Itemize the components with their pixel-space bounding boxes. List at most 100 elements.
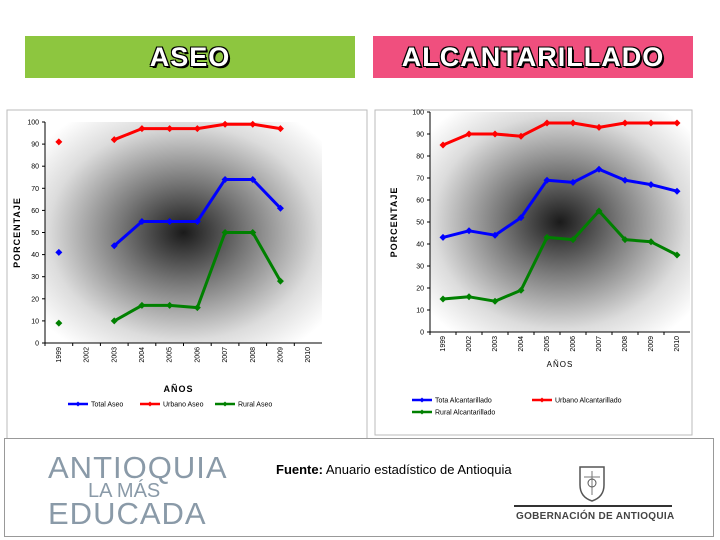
- y-axis-title: PORCENTAJE: [12, 197, 22, 268]
- y-tick-label: 60: [31, 208, 39, 215]
- legend-label: Urbano Alcantarillado: [555, 398, 622, 405]
- y-tick-label: 20: [416, 286, 424, 293]
- data-point: [249, 120, 257, 128]
- x-tick-label: 2007: [596, 336, 603, 352]
- data-point: [465, 130, 473, 138]
- data-point: [55, 248, 63, 256]
- y-tick-label: 10: [31, 318, 39, 325]
- data-point: [166, 217, 174, 225]
- x-axis-title: AÑOS: [547, 360, 574, 369]
- data-point: [465, 227, 473, 235]
- data-point: [110, 242, 118, 250]
- data-point: [647, 119, 655, 127]
- aseo-title-banner: ASEO: [25, 36, 355, 78]
- footer-panel: [4, 438, 714, 537]
- x-tick-label: 2010: [305, 347, 312, 363]
- x-tick-label: 2008: [622, 336, 629, 352]
- data-point: [166, 301, 174, 309]
- data-point: [439, 141, 447, 149]
- y-tick-label: 30: [416, 264, 424, 271]
- y-tick-label: 10: [416, 308, 424, 315]
- data-point: [673, 251, 681, 259]
- y-tick-label: 20: [31, 296, 39, 303]
- data-point: [138, 125, 146, 133]
- legend-label: Rural Alcantarillado: [435, 410, 495, 417]
- data-point: [621, 119, 629, 127]
- data-point: [569, 236, 577, 244]
- legend-label: Total Aseo: [91, 402, 123, 409]
- legend-marker: [222, 401, 228, 407]
- series-line-2: [442, 209, 678, 303]
- x-tick-label: 2010: [674, 336, 681, 352]
- alcantarillado-chart: 0 10 20 30 40 50 60 70 80 90 100 1999 2002 2003 2004 20…: [374, 109, 693, 436]
- data-point: [193, 125, 201, 133]
- coat-of-arms-icon: [579, 466, 605, 502]
- y-axis-title: PORCENTAJE: [389, 187, 399, 258]
- y-tick-label: 0: [35, 341, 39, 348]
- x-tick-label: 2007: [222, 347, 229, 363]
- series-line-1: [442, 121, 677, 147]
- x-tick-label: 2006: [570, 336, 577, 352]
- plot-area: [45, 122, 322, 343]
- data-point: [166, 125, 174, 133]
- data-point: [249, 229, 257, 236]
- x-tick-label: 2002: [84, 347, 91, 363]
- legend-marker: [419, 397, 425, 403]
- y-tick-label: 80: [31, 164, 39, 171]
- data-point: [517, 132, 525, 140]
- x-tick-label: 2003: [492, 336, 499, 352]
- y-tick-label: 70: [31, 186, 39, 193]
- data-point: [55, 138, 63, 146]
- x-tick-label: 2002: [466, 336, 473, 352]
- data-point: [491, 297, 499, 305]
- y-tick-label: 50: [416, 220, 424, 227]
- legend-marker: [147, 401, 153, 407]
- x-tick-label: 1999: [440, 336, 447, 352]
- y-tick-label: 60: [416, 198, 424, 205]
- data-point: [569, 119, 577, 127]
- legend-marker: [539, 397, 545, 403]
- data-point: [193, 217, 201, 225]
- data-point: [110, 317, 118, 325]
- x-tick-label: 2009: [648, 336, 655, 352]
- data-point: [517, 286, 525, 294]
- gobernacion-divider: [514, 505, 672, 507]
- x-axis-title: AÑOS: [163, 384, 193, 394]
- data-point: [221, 120, 229, 128]
- data-point: [138, 301, 146, 309]
- y-tick-label: 100: [412, 110, 424, 117]
- data-point: [276, 277, 284, 285]
- series-line-0: [442, 167, 678, 239]
- x-tick-label: 2005: [544, 336, 551, 352]
- plot-area: [430, 112, 690, 332]
- x-tick-label: 2004: [518, 336, 525, 352]
- data-point: [595, 165, 603, 173]
- source-label: Fuente:: [276, 462, 323, 477]
- data-point: [249, 175, 257, 183]
- y-tick-label: 100: [27, 120, 39, 127]
- x-tick-label: 2008: [250, 347, 257, 363]
- legend-label: Tota Alcantarillado: [435, 398, 492, 405]
- source-text: Anuario estadístico de Antioquia: [322, 462, 512, 477]
- alcantarillado-title-banner: ALCANTARILLADO: [373, 36, 693, 78]
- data-point: [647, 181, 655, 189]
- x-tick-label: 2006: [194, 347, 201, 363]
- data-point: [595, 123, 603, 131]
- data-point: [221, 229, 229, 236]
- y-tick-label: 0: [420, 330, 424, 337]
- data-point: [517, 214, 525, 222]
- data-point: [439, 233, 447, 241]
- data-point: [138, 217, 146, 225]
- x-tick-label: 1999: [56, 347, 63, 363]
- y-tick-label: 40: [416, 242, 424, 249]
- data-point: [491, 130, 499, 138]
- logo-line-2: LA MÁS: [88, 480, 161, 502]
- data-point: [193, 304, 201, 312]
- x-tick-label: 2009: [277, 347, 284, 363]
- data-point: [439, 295, 447, 303]
- data-point: [621, 236, 629, 244]
- y-tick-label: 80: [416, 154, 424, 161]
- data-point: [110, 136, 118, 144]
- y-tick-label: 90: [416, 132, 424, 139]
